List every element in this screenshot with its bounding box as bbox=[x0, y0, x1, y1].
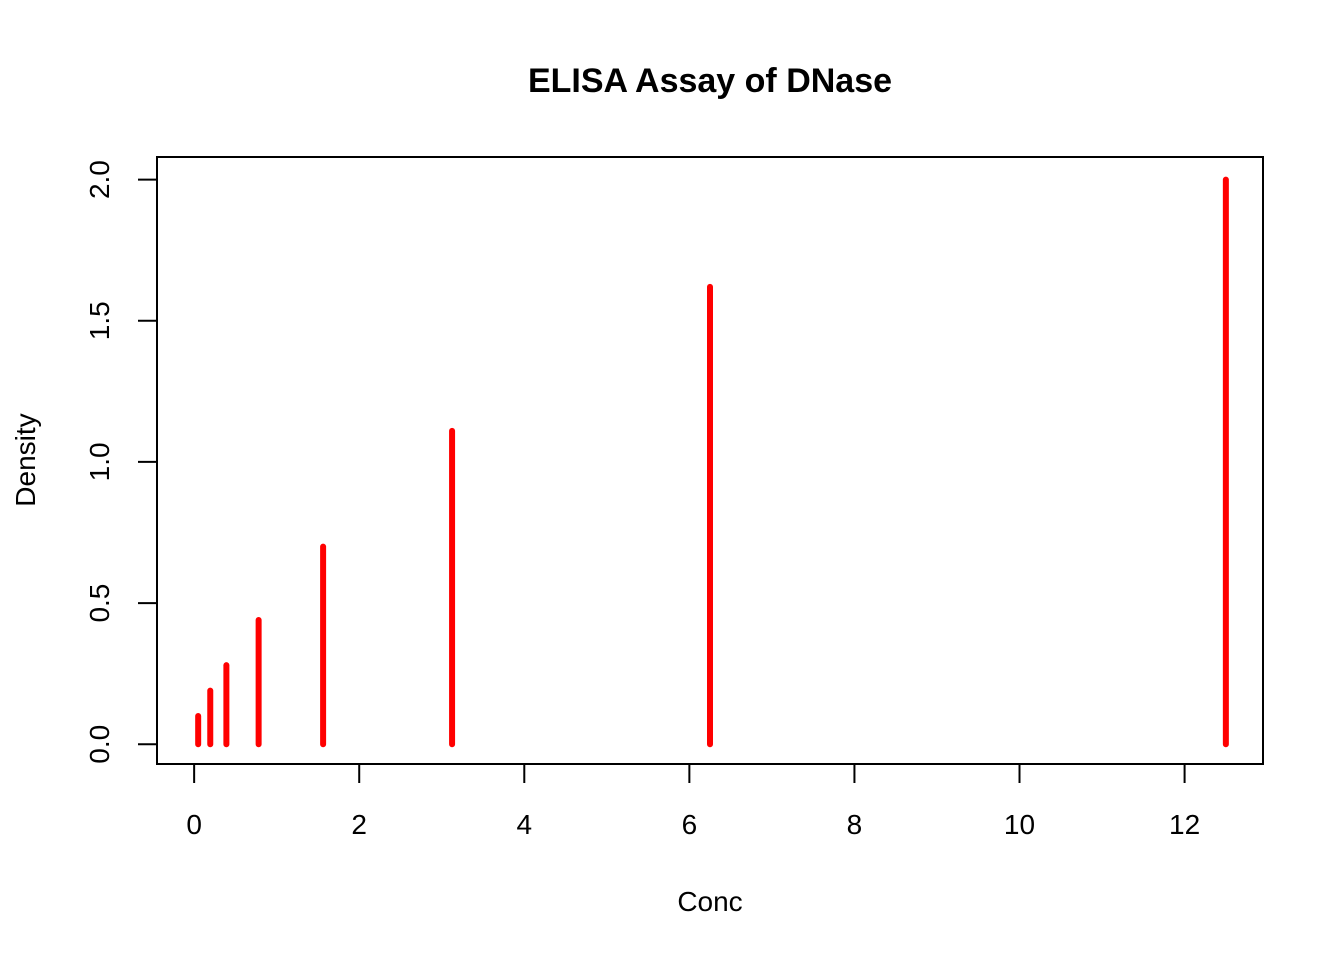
x-tick-label: 4 bbox=[517, 809, 533, 840]
y-tick-label: 0.5 bbox=[84, 584, 115, 623]
chart-title: ELISA Assay of DNase bbox=[528, 62, 892, 100]
x-tick-label: 10 bbox=[1004, 809, 1035, 840]
x-tick-label: 8 bbox=[847, 809, 863, 840]
x-tick-label: 0 bbox=[186, 809, 202, 840]
y-tick-label: 2.0 bbox=[84, 160, 115, 199]
data-bars bbox=[195, 176, 1229, 748]
x-tick-label: 12 bbox=[1169, 809, 1200, 840]
x-axis: 0 2 4 6 8 10 12 bbox=[186, 763, 1200, 840]
y-tick-label: 0.0 bbox=[84, 725, 115, 764]
y-tick-label: 1.0 bbox=[84, 442, 115, 481]
y-axis-label: Density bbox=[10, 413, 41, 506]
x-axis-label: Conc bbox=[677, 886, 742, 917]
y-axis: 0.0 0.5 1.0 1.5 2.0 bbox=[84, 160, 158, 764]
x-tick-label: 2 bbox=[351, 809, 367, 840]
x-tick-label: 6 bbox=[682, 809, 698, 840]
y-tick-label: 1.5 bbox=[84, 301, 115, 340]
